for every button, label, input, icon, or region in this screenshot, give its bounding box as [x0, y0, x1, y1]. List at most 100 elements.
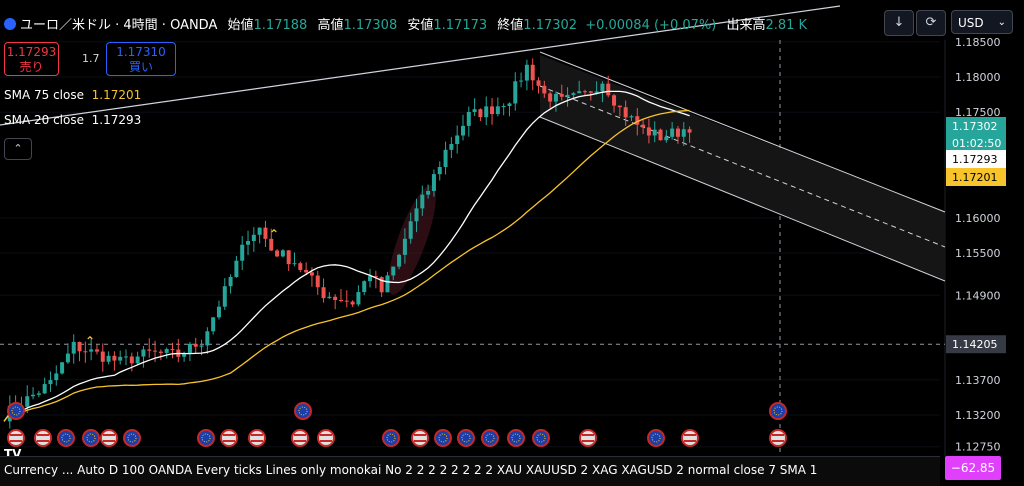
candle-body [106, 355, 111, 362]
us-stripe-icon [582, 440, 594, 442]
candle-body [211, 317, 216, 332]
candle-body [431, 174, 436, 191]
eu-stars-icon [86, 433, 96, 443]
trend-line [0, 5, 841, 126]
candle-body [25, 396, 30, 407]
candle-body [89, 349, 94, 352]
last-price-tag: 1.17302 [952, 120, 998, 133]
candle-body [54, 373, 59, 381]
eu-stars-icon [386, 433, 396, 443]
us-stripe-icon [294, 434, 306, 436]
candle-body [42, 384, 47, 394]
eu-flag-icon [457, 429, 475, 447]
buy-price: 1.17310 [116, 45, 166, 59]
eu-stars-icon [651, 433, 661, 443]
candle-body [36, 393, 41, 395]
candle-body [158, 351, 163, 353]
eu-stars-icon [536, 433, 546, 443]
candle-body [623, 107, 628, 118]
candle-body [583, 91, 587, 93]
us-stripe-icon [251, 434, 263, 436]
price-tick-label: 1.15500 [955, 247, 1001, 260]
eu-stars-icon [511, 433, 521, 443]
price-tick-label: 1.13700 [955, 374, 1001, 387]
eu-stars-icon [127, 433, 137, 443]
indicator-settings-text[interactable]: Currency ... Auto D 100 OANDA Every tick… [4, 463, 818, 477]
sell-label: 売り [19, 60, 44, 74]
candle-body [449, 144, 454, 150]
candle-body [437, 167, 442, 175]
candle-body [263, 227, 268, 239]
price-tick-label: 1.18500 [955, 36, 1001, 49]
fullscreen-button[interactable]: ⟳ [916, 10, 946, 36]
eu-stars-icon [461, 433, 471, 443]
candle-body [338, 300, 343, 302]
buy-button[interactable]: 1.17310 買い [106, 42, 176, 76]
candle-body [368, 276, 373, 282]
candle-body [205, 331, 210, 346]
candle-body [577, 91, 582, 94]
eu-flag-icon [507, 429, 525, 447]
us-stripe-icon [414, 434, 426, 436]
candle-body [275, 250, 280, 257]
candle-body [652, 129, 657, 136]
eu-flag-icon [434, 429, 452, 447]
eu-flag-icon [82, 429, 100, 447]
candle-body [635, 116, 640, 125]
currency-value: USD [958, 16, 984, 30]
download-button[interactable]: ↓ [884, 10, 914, 36]
candle-body [571, 93, 576, 95]
us-stripe-icon [320, 434, 332, 436]
high-value: 1.17308 [343, 18, 398, 33]
crosshair-price-tag: 1.14205 [952, 338, 998, 351]
us-stripe-icon [223, 434, 235, 436]
candle-body [31, 394, 36, 397]
candle-body [153, 350, 158, 352]
candle-body [129, 356, 134, 364]
us-stripe-icon [582, 434, 594, 436]
candle-body [484, 106, 489, 118]
us-stripe-icon [103, 440, 115, 442]
candle-body [280, 250, 285, 257]
highlight-marker [388, 185, 436, 295]
eu-stars-icon [485, 433, 495, 443]
indicator-pane: Currency ... Auto D 100 OANDA Every tick… [0, 456, 940, 486]
candle-body [507, 103, 512, 107]
us-stripe-icon [37, 434, 49, 436]
symbol-title[interactable]: ユーロ／米ドル · 4時間 · OANDA [20, 18, 218, 33]
close-label: 終値 [497, 18, 524, 33]
candle-body [112, 355, 117, 361]
volume-label: 出来高 [726, 18, 766, 33]
us-flag-icon [769, 429, 787, 447]
candle-body [234, 260, 239, 277]
candle-body [269, 238, 274, 251]
candle-body [216, 306, 221, 318]
indicator-sma75[interactable]: SMA 75 close 1.17201 [4, 88, 141, 102]
arrow-down-icon: ↓ [893, 15, 905, 30]
candle-body [397, 254, 402, 267]
candle-body [565, 94, 570, 97]
candle-body [553, 93, 558, 102]
sell-button[interactable]: 1.17293 売り [4, 42, 59, 76]
sma75-label: SMA 75 close [4, 88, 84, 102]
candle-body [402, 238, 407, 255]
us-flag-icon [220, 429, 238, 447]
channel-upper-line [539, 51, 946, 213]
candle-body [530, 64, 535, 81]
candle-body [385, 275, 390, 293]
us-flag-icon [579, 429, 597, 447]
candle-body [83, 351, 88, 353]
us-stripe-icon [320, 440, 332, 442]
us-flag-icon [248, 429, 266, 447]
candle-body [490, 106, 495, 115]
candle-body [344, 300, 349, 302]
low-value: 1.17173 [433, 18, 488, 33]
candle-body [426, 190, 431, 195]
candle-body [65, 353, 70, 363]
collapse-legend-button[interactable]: ⌃ [4, 138, 32, 160]
candle-body [542, 85, 547, 94]
indicator-sma20[interactable]: SMA 20 close 1.17293 [4, 113, 141, 127]
currency-select[interactable]: USD ⌄ [951, 10, 1013, 34]
candle-body [48, 380, 53, 385]
